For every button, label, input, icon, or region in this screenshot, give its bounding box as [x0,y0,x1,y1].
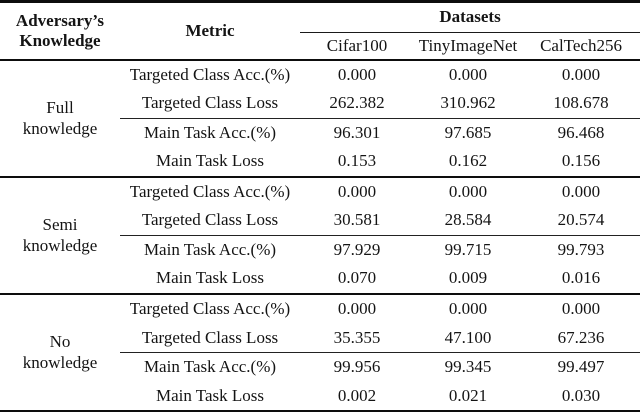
value-cell: 28.584 [444,210,492,230]
value-cell: 310.962 [440,93,496,113]
header-knowledge-line1: Adversary’s [15,10,105,30]
metric-label: Targeted Class Loss [141,210,279,230]
table-row: Targeted Class Loss 262.382 310.962 108.… [0,89,640,118]
table-row: Main Task Acc.(%) 96.301 97.685 96.468 [0,117,640,148]
value-cell: 20.574 [557,210,605,230]
value-cell: 0.000 [300,175,414,207]
value-cell: 96.301 [300,117,414,148]
value-cell: 0.021 [448,385,488,405]
value-cell: 99.793 [522,234,640,265]
header-row-datasets: Cifar100 TinyImageNet CalTech256 [0,32,640,61]
value-cell: 262.382 [329,93,385,113]
value-cell: 99.956 [300,351,414,382]
header-metric: Metric [120,1,300,61]
value-cell: 47.100 [444,327,492,347]
group-label-full-knowledge: Full knowledge [0,58,120,177]
table-row: Main Task Loss 0.153 0.162 0.156 [0,147,640,177]
value-cell: 0.000 [414,292,522,324]
value-cell: 0.030 [561,385,601,405]
table-row: Main Task Loss 0.070 0.009 0.016 [0,264,640,294]
value-cell: 0.016 [561,268,601,288]
value-cell: 96.468 [522,117,640,148]
metric-label: Targeted Class Loss [141,327,279,347]
metric-label: Targeted Class Acc.(%) [120,292,300,324]
value-cell: 0.002 [337,385,377,405]
value-cell: 0.162 [448,151,488,171]
group-label-line1: Semi [42,214,78,234]
metric-label: Main Task Loss [155,151,265,171]
group-label-line2: knowledge [22,119,98,139]
table-row: Main Task Acc.(%) 99.956 99.345 99.497 [0,351,640,382]
value-cell: 0.000 [300,58,414,90]
group-label-line2: knowledge [22,236,98,256]
header-adversarys-knowledge: Adversary’s Knowledge [0,1,120,61]
table-row: Semi knowledge Targeted Class Acc.(%) 0.… [0,175,640,294]
header-col-tinyimagenet: TinyImageNet [414,32,522,61]
group-label-line1: Full [46,97,74,117]
value-cell: 30.581 [333,210,381,230]
value-cell: 0.000 [522,292,640,324]
value-cell: 0.070 [337,268,377,288]
table-row: Targeted Class Loss 30.581 28.584 20.574 [0,206,640,235]
table-row: No knowledge Targeted Class Acc.(%) 0.00… [0,292,640,411]
value-cell: 0.009 [448,268,488,288]
header-col-caltech256: CalTech256 [522,32,640,61]
table-row: Main Task Acc.(%) 97.929 99.715 99.793 [0,234,640,265]
header-datasets: Datasets [300,1,640,33]
metric-label: Targeted Class Loss [141,93,279,113]
value-cell: 0.000 [414,175,522,207]
value-cell: 99.345 [414,351,522,382]
value-cell: 99.497 [522,351,640,382]
metric-label: Main Task Loss [155,268,265,288]
value-cell: 0.000 [522,175,640,207]
metric-label: Main Task Acc.(%) [120,234,300,265]
metric-label: Main Task Loss [155,385,265,405]
value-cell: 0.156 [561,151,601,171]
value-cell: 0.000 [414,58,522,90]
table-row: Targeted Class Loss 35.355 47.100 67.236 [0,323,640,352]
metric-label: Main Task Acc.(%) [120,117,300,148]
group-label-no-knowledge: No knowledge [0,292,120,411]
value-cell: 0.153 [337,151,377,171]
value-cell: 97.929 [300,234,414,265]
header-col-cifar100: Cifar100 [300,32,414,61]
metric-label: Main Task Acc.(%) [120,351,300,382]
value-cell: 67.236 [557,327,605,347]
value-cell: 108.678 [553,93,609,113]
table-row: Full knowledge Targeted Class Acc.(%) 0.… [0,58,640,177]
table-row: Main Task Loss 0.002 0.021 0.030 [0,381,640,411]
metric-label: Targeted Class Acc.(%) [120,58,300,90]
value-cell: 0.000 [522,58,640,90]
group-label-semi-knowledge: Semi knowledge [0,175,120,294]
header-knowledge-line2: Knowledge [19,30,101,50]
value-cell: 35.355 [333,327,381,347]
value-cell: 0.000 [300,292,414,324]
group-label-line2: knowledge [22,353,98,373]
value-cell: 99.715 [414,234,522,265]
header-row-top: Adversary’s Knowledge Metric Datasets [0,1,640,61]
value-cell: 97.685 [414,117,522,148]
group-label-line1: No [49,332,71,352]
metric-label: Targeted Class Acc.(%) [120,175,300,207]
